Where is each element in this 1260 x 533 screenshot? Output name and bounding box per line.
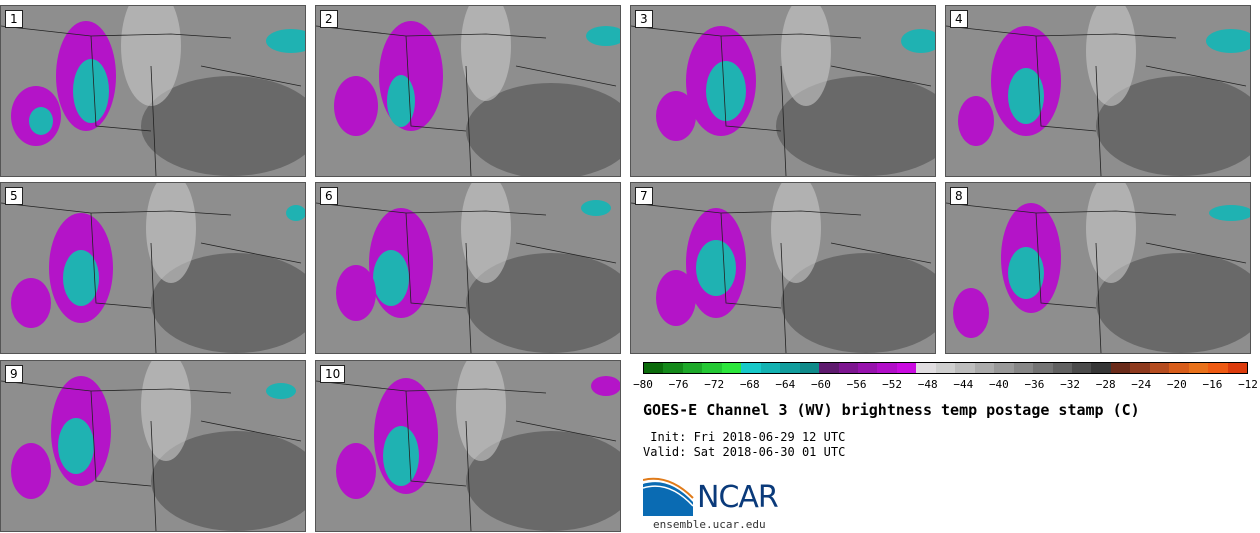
- colorbar-segment-23: [1091, 363, 1111, 373]
- colorbar-segment-6: [760, 363, 781, 373]
- colorbar-segment-1: [663, 363, 683, 373]
- wv-map-9: [1, 361, 305, 531]
- colorbar-segment-21: [1052, 363, 1072, 373]
- colorbar-segment-24: [1110, 363, 1131, 373]
- colorbar-tick-label: −24: [1131, 378, 1152, 391]
- stamp-panel-5: 5: [0, 182, 306, 354]
- colorbar-tick-label: −28: [1095, 378, 1116, 391]
- colorbar-tick-label: −76: [668, 378, 689, 391]
- colorbar-segment-26: [1149, 363, 1170, 373]
- colorbar-segment-27: [1169, 363, 1189, 373]
- colorbar-segment-3: [702, 363, 722, 373]
- wv-map-6: [316, 183, 620, 353]
- colorbar-segment-13: [896, 363, 917, 373]
- stamp-panel-6: 6: [315, 182, 621, 354]
- colorbar-segment-0: [644, 363, 664, 373]
- colorbar-segment-11: [857, 363, 878, 373]
- ncar-swoosh-icon: [642, 477, 694, 516]
- colorbar-tick-label: −40: [988, 378, 1009, 391]
- stamp-panel-9: 9: [0, 360, 306, 532]
- stamp-panel-10: 10: [315, 360, 621, 532]
- panel-number: 1: [5, 10, 23, 28]
- colorbar-segment-20: [1033, 363, 1053, 373]
- panel-number: 9: [5, 365, 23, 383]
- colorbar-tick-label: −16: [1202, 378, 1223, 391]
- colorbar-segment-17: [974, 363, 995, 373]
- colorbar-tick-label: −44: [953, 378, 974, 391]
- wv-map-5: [1, 183, 305, 353]
- colorbar-tick-label: −64: [775, 378, 796, 391]
- init-time: Init: Fri 2018-06-29 12 UTC: [643, 430, 846, 444]
- stamp-panel-7: 7: [630, 182, 936, 354]
- colorbar-segment-8: [799, 363, 820, 373]
- colorbar-tick-label: −48: [917, 378, 938, 391]
- wv-map-8: [946, 183, 1250, 353]
- wv-map-3: [631, 6, 935, 176]
- panel-number: 2: [320, 10, 338, 28]
- colorbar-tick-label: −20: [1166, 378, 1187, 391]
- stamp-panel-2: 2: [315, 5, 621, 177]
- colorbar-tick-label: −68: [739, 378, 760, 391]
- colorbar-tick-label: −60: [811, 378, 831, 391]
- colorbar-segment-25: [1130, 363, 1150, 373]
- colorbar-segment-18: [994, 363, 1014, 373]
- panel-number: 5: [5, 187, 23, 205]
- figure-title: GOES-E Channel 3 (WV) brightness temp po…: [643, 401, 1140, 419]
- colorbar-segment-28: [1188, 363, 1209, 373]
- panel-number: 8: [950, 187, 968, 205]
- wv-map-2: [316, 6, 620, 176]
- colorbar-segment-29: [1208, 363, 1228, 373]
- colorbar-tick-label: −56: [846, 378, 867, 391]
- panel-number: 4: [950, 10, 968, 28]
- run-info: Init: Fri 2018-06-29 12 UTC Valid: Sat 2…: [643, 430, 845, 460]
- wv-map-1: [1, 6, 305, 176]
- colorbar-segment-9: [819, 363, 839, 373]
- stamp-panel-1: 1: [0, 5, 306, 177]
- colorbar-segment-16: [955, 363, 975, 373]
- colorbar-tick-label: −32: [1060, 378, 1080, 391]
- colorbar-segment-10: [838, 363, 858, 373]
- colorbar-segment-4: [721, 363, 742, 373]
- colorbar-segment-7: [780, 363, 800, 373]
- panel-number: 7: [635, 187, 653, 205]
- colorbar-tick-label: −72: [704, 378, 725, 391]
- wv-map-10: [316, 361, 620, 531]
- ncar-logo: NCAR: [642, 476, 803, 520]
- colorbar-tick-label: −36: [1024, 378, 1045, 391]
- panel-number: 10: [320, 365, 346, 383]
- website-url: ensemble.ucar.edu: [653, 518, 766, 531]
- colorbar-segment-14: [916, 363, 936, 373]
- colorbar-segment-30: [1227, 363, 1248, 373]
- stamp-panel-4: 4: [945, 5, 1251, 177]
- colorbar-segment-15: [935, 363, 956, 373]
- stamp-panel-8: 8: [945, 182, 1251, 354]
- colorbar-tick-label: −52: [882, 378, 903, 391]
- colorbar-segment-12: [877, 363, 897, 373]
- panel-number: 6: [320, 187, 338, 205]
- colorbar-segment-5: [741, 363, 761, 373]
- colorbar-segment-2: [682, 363, 703, 373]
- panel-number: 3: [635, 10, 653, 28]
- colorbar-tick-label: −80: [633, 378, 653, 391]
- temperature-colorbar: [643, 362, 1248, 374]
- ncar-logo-text: NCAR: [697, 480, 779, 515]
- wv-map-4: [946, 6, 1250, 176]
- wv-map-7: [631, 183, 935, 353]
- colorbar-segment-19: [1013, 363, 1034, 373]
- colorbar-segment-22: [1071, 363, 1092, 373]
- valid-time: Valid: Sat 2018-06-30 01 UTC: [643, 445, 846, 459]
- colorbar-tick-label: −12: [1238, 378, 1258, 391]
- colorbar-ticks: −80 −76 −72 −68 −64 −60 −56 −52 −48 −44 −40 −36 −32 −…: [633, 378, 1258, 392]
- stamp-panel-3: 3: [630, 5, 936, 177]
